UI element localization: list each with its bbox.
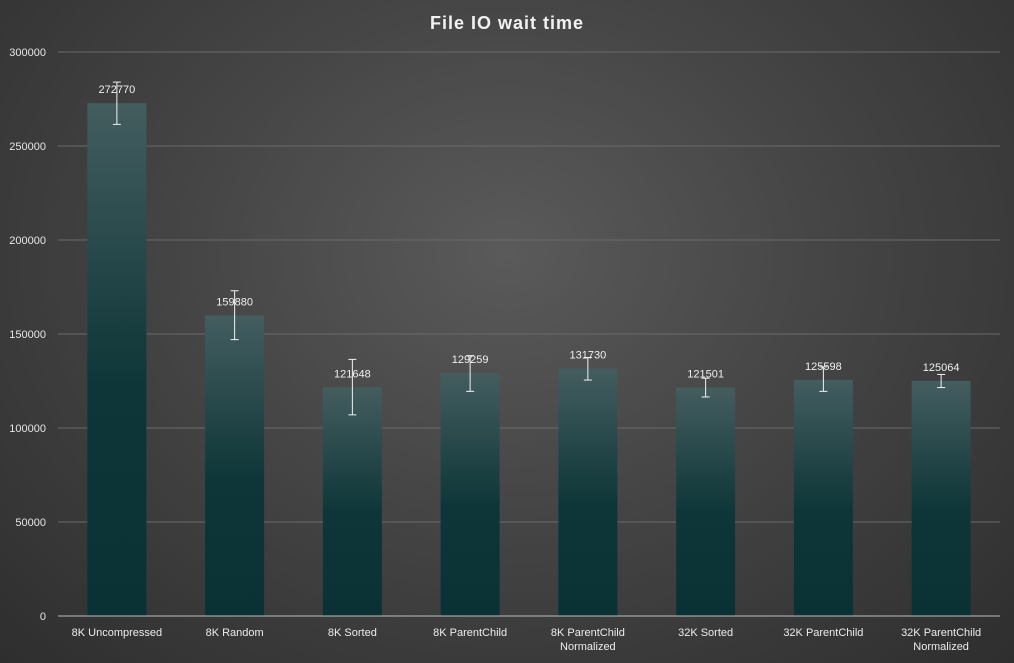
data-label: 129259 [452,354,489,366]
x-category-label-line: 32K ParentChild [783,627,863,639]
x-axis-category-labels: 8K Uncompressed 8K Random 8K Sorted 8K Pare… [72,627,982,653]
y-tick-label: 200000 [9,235,46,247]
data-label: 125598 [805,361,842,373]
data-label: 121648 [334,368,371,380]
y-axis-tick-labels: 0 50000 100000 150000 200000 250000 300000 [9,47,46,623]
x-category-label: 8K Random [206,627,264,639]
y-tick-label: 50000 [15,517,46,529]
bar [911,380,971,616]
y-tick-label: 100000 [9,423,46,435]
bar [440,372,500,616]
bar [793,379,853,616]
error-bar [466,355,475,392]
x-category-label: 32K Sorted [678,627,733,639]
bars [87,103,971,617]
x-category-label-line: 32K Sorted [678,627,733,639]
bar [205,315,265,616]
error-bar [348,358,357,416]
x-category-label: 8K Sorted [328,627,377,639]
data-label: 272770 [99,84,136,96]
error-bar [819,366,828,392]
x-category-label-line: 8K Uncompressed [72,627,163,639]
y-tick-label: 300000 [9,47,46,59]
data-label: 159880 [216,296,253,308]
error-bars [112,81,946,416]
x-category-label: 8K ParentChild [433,627,507,639]
data-label: 131730 [570,349,607,361]
x-category-label-line: 8K ParentChild [551,627,625,639]
x-category-label: 8K ParentChild Normalized [551,627,625,653]
error-bar [701,377,710,398]
x-category-label-line: 8K Random [206,627,264,639]
y-tick-label: 150000 [9,329,46,341]
x-category-label: 32K ParentChild [783,627,863,639]
x-category-label-line: 8K ParentChild [433,627,507,639]
error-bar [937,373,946,389]
x-category-label-line: Normalized [560,641,616,653]
data-labels: 272770 159880 121648 129259 131730 121501 1255… [99,84,960,380]
x-category-label-line: 8K Sorted [328,627,377,639]
bar [87,103,147,617]
error-bar [230,290,239,341]
data-label: 121501 [687,369,724,381]
x-category-label: 32K ParentChild Normalized [901,627,981,653]
x-category-label-line: 32K ParentChild [901,627,981,639]
error-bar [112,81,121,125]
x-category-label: 8K Uncompressed [72,627,163,639]
bar [676,387,736,616]
bar [322,387,382,616]
y-tick-label: 0 [40,611,46,623]
data-label: 125064 [923,362,960,374]
x-category-label-line: Normalized [913,641,969,653]
error-bar [583,357,592,381]
gridlines [58,51,1000,523]
bar [558,368,618,616]
chart-title: File IO wait time [430,13,584,33]
y-tick-label: 250000 [9,141,46,153]
